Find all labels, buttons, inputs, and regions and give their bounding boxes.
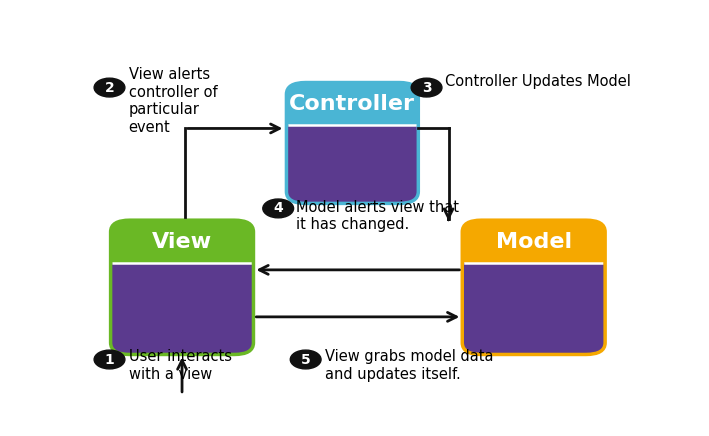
FancyBboxPatch shape (462, 242, 605, 263)
Text: 4: 4 (273, 201, 283, 215)
Text: View grabs model data
and updates itself.: View grabs model data and updates itself… (325, 349, 493, 382)
Text: Controller: Controller (289, 94, 415, 114)
Text: User interacts
with a view: User interacts with a view (129, 349, 232, 382)
FancyBboxPatch shape (111, 242, 254, 263)
Text: View: View (152, 232, 212, 252)
Circle shape (290, 350, 321, 369)
FancyBboxPatch shape (286, 82, 418, 125)
Text: View alerts
controller of
particular
event: View alerts controller of particular eve… (129, 68, 218, 135)
Text: 3: 3 (422, 81, 431, 95)
FancyBboxPatch shape (286, 104, 418, 125)
FancyBboxPatch shape (462, 220, 605, 354)
FancyBboxPatch shape (111, 220, 254, 354)
Text: 1: 1 (105, 352, 114, 367)
Text: Model: Model (496, 232, 571, 252)
Circle shape (411, 78, 442, 97)
Text: 5: 5 (301, 352, 311, 367)
Circle shape (94, 350, 125, 369)
FancyBboxPatch shape (111, 220, 254, 263)
Text: Model alerts view that
it has changed.: Model alerts view that it has changed. (296, 200, 459, 232)
Circle shape (263, 199, 294, 218)
FancyBboxPatch shape (462, 220, 605, 263)
Text: Controller Updates Model: Controller Updates Model (445, 74, 630, 89)
FancyBboxPatch shape (286, 82, 418, 203)
Circle shape (94, 78, 125, 97)
Text: 2: 2 (105, 81, 114, 95)
